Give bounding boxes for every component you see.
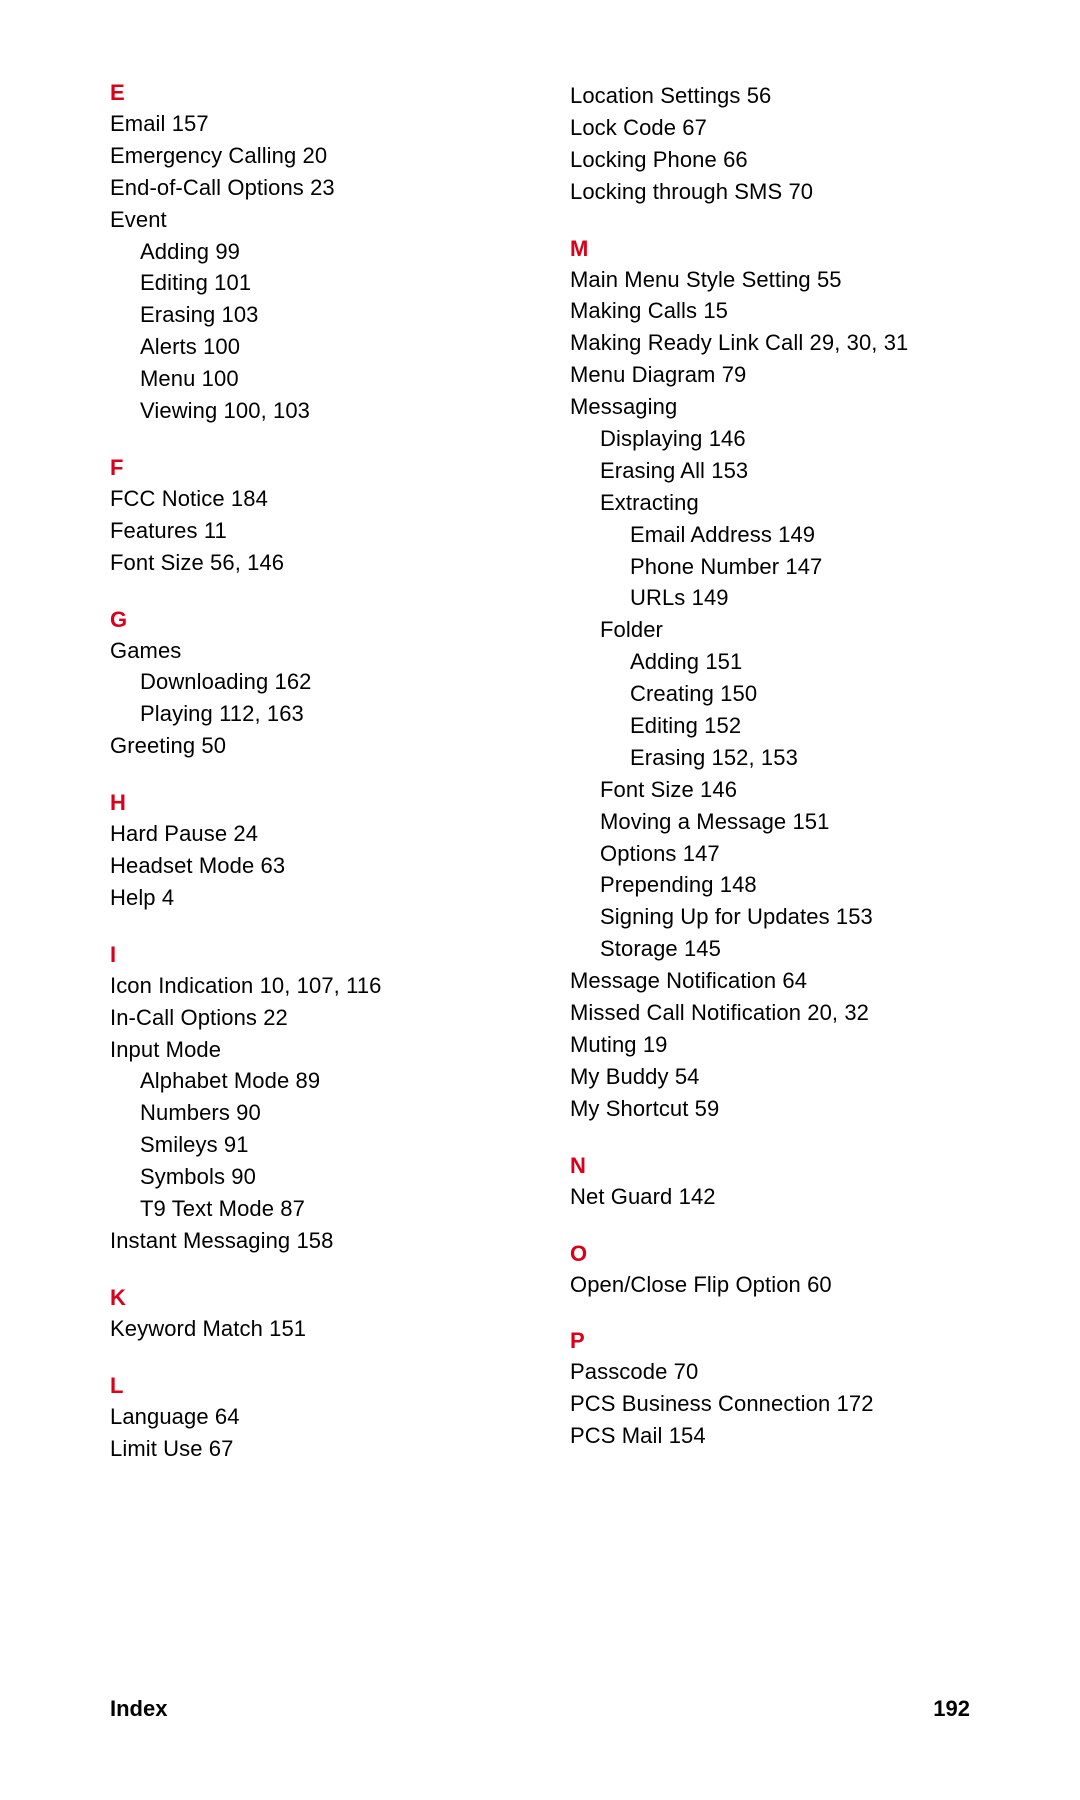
- index-entry: URLs 149: [570, 582, 970, 614]
- index-entry: Signing Up for Updates 153: [570, 901, 970, 933]
- index-entry: Games: [110, 635, 510, 667]
- index-entry: Input Mode: [110, 1034, 510, 1066]
- index-entry: Prepending 148: [570, 869, 970, 901]
- index-entry: Greeting 50: [110, 730, 510, 762]
- index-entry: Limit Use 67: [110, 1433, 510, 1465]
- index-entry: Features 11: [110, 515, 510, 547]
- index-entry: Erasing 103: [110, 299, 510, 331]
- index-entry: Numbers 90: [110, 1097, 510, 1129]
- index-entry: Location Settings 56: [570, 80, 970, 112]
- index-entry: Locking through SMS 70: [570, 176, 970, 208]
- index-entry: Playing 112, 163: [110, 698, 510, 730]
- index-entry: My Shortcut 59: [570, 1093, 970, 1125]
- index-entry: Creating 150: [570, 678, 970, 710]
- index-entry: Keyword Match 151: [110, 1313, 510, 1345]
- index-entry: Making Calls 15: [570, 295, 970, 327]
- index-entry: Viewing 100, 103: [110, 395, 510, 427]
- index-entry: Passcode 70: [570, 1356, 970, 1388]
- index-entry: In-Call Options 22: [110, 1002, 510, 1034]
- index-entry: Phone Number 147: [570, 551, 970, 583]
- index-entry: T9 Text Mode 87: [110, 1193, 510, 1225]
- index-letter-heading: L: [110, 1373, 510, 1399]
- index-entry: Erasing 152, 153: [570, 742, 970, 774]
- index-letter-heading: G: [110, 607, 510, 633]
- index-entry: Adding 151: [570, 646, 970, 678]
- index-entry: Messaging: [570, 391, 970, 423]
- index-entry: Downloading 162: [110, 666, 510, 698]
- index-column-left: EEmail 157Emergency Calling 20End-of-Cal…: [110, 80, 510, 1465]
- index-entry: Font Size 56, 146: [110, 547, 510, 579]
- index-entry: Storage 145: [570, 933, 970, 965]
- index-entry: End-of-Call Options 23: [110, 172, 510, 204]
- index-entry: Font Size 146: [570, 774, 970, 806]
- index-entry: Folder: [570, 614, 970, 646]
- index-entry: Editing 152: [570, 710, 970, 742]
- index-entry: Erasing All 153: [570, 455, 970, 487]
- index-entry: PCS Mail 154: [570, 1420, 970, 1452]
- index-entry: Alphabet Mode 89: [110, 1065, 510, 1097]
- index-letter-heading: E: [110, 80, 510, 106]
- index-entry: Extracting: [570, 487, 970, 519]
- index-letter-heading: I: [110, 942, 510, 968]
- index-entry: My Buddy 54: [570, 1061, 970, 1093]
- index-entry: Displaying 146: [570, 423, 970, 455]
- index-entry: Email 157: [110, 108, 510, 140]
- footer-page-number: 192: [933, 1696, 970, 1722]
- index-letter-heading: F: [110, 455, 510, 481]
- index-entry: Emergency Calling 20: [110, 140, 510, 172]
- index-letter-heading: P: [570, 1328, 970, 1354]
- index-entry: Icon Indication 10, 107, 116: [110, 970, 510, 1002]
- index-entry: Making Ready Link Call 29, 30, 31: [570, 327, 970, 359]
- index-entry: Hard Pause 24: [110, 818, 510, 850]
- index-entry: Options 147: [570, 838, 970, 870]
- index-entry: Email Address 149: [570, 519, 970, 551]
- index-columns: EEmail 157Emergency Calling 20End-of-Cal…: [110, 80, 970, 1465]
- index-entry: FCC Notice 184: [110, 483, 510, 515]
- index-entry: Help 4: [110, 882, 510, 914]
- index-entry: Net Guard 142: [570, 1181, 970, 1213]
- index-entry: Moving a Message 151: [570, 806, 970, 838]
- footer-label: Index: [110, 1696, 167, 1722]
- index-entry: Editing 101: [110, 267, 510, 299]
- index-letter-heading: O: [570, 1241, 970, 1267]
- index-entry: Adding 99: [110, 236, 510, 268]
- index-entry: Smileys 91: [110, 1129, 510, 1161]
- index-entry: Main Menu Style Setting 55: [570, 264, 970, 296]
- index-entry: Language 64: [110, 1401, 510, 1433]
- index-entry: Instant Messaging 158: [110, 1225, 510, 1257]
- index-entry: Alerts 100: [110, 331, 510, 363]
- index-entry: Symbols 90: [110, 1161, 510, 1193]
- index-entry: Open/Close Flip Option 60: [570, 1269, 970, 1301]
- index-letter-heading: K: [110, 1285, 510, 1311]
- index-column-right: Location Settings 56Lock Code 67Locking …: [570, 80, 970, 1465]
- index-entry: Headset Mode 63: [110, 850, 510, 882]
- index-entry: Menu 100: [110, 363, 510, 395]
- index-letter-heading: N: [570, 1153, 970, 1179]
- index-entry: Muting 19: [570, 1029, 970, 1061]
- index-entry: Event: [110, 204, 510, 236]
- index-entry: Lock Code 67: [570, 112, 970, 144]
- index-entry: Message Notification 64: [570, 965, 970, 997]
- page-footer: Index 192: [110, 1696, 970, 1722]
- index-entry: Missed Call Notification 20, 32: [570, 997, 970, 1029]
- index-entry: PCS Business Connection 172: [570, 1388, 970, 1420]
- index-letter-heading: M: [570, 236, 970, 262]
- index-letter-heading: H: [110, 790, 510, 816]
- index-entry: Locking Phone 66: [570, 144, 970, 176]
- index-entry: Menu Diagram 79: [570, 359, 970, 391]
